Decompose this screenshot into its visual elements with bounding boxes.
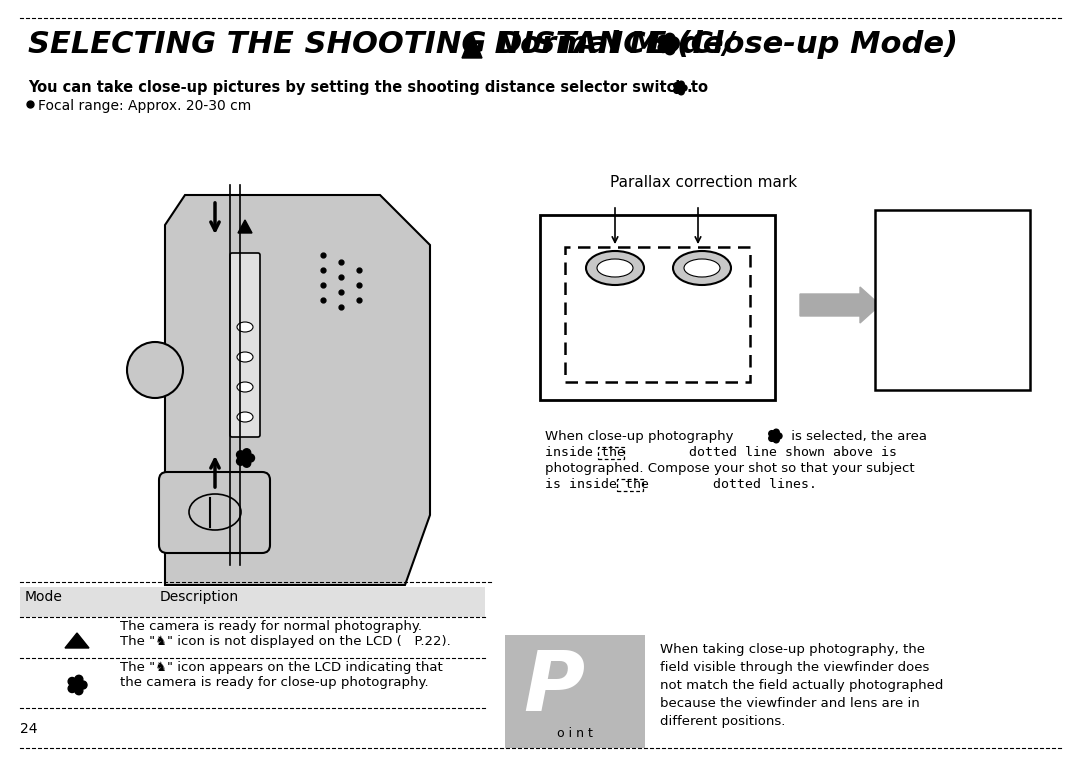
Circle shape: [75, 675, 83, 683]
Text: is inside the        dotted lines.: is inside the dotted lines.: [545, 478, 816, 491]
Ellipse shape: [673, 251, 731, 285]
Ellipse shape: [237, 382, 253, 392]
Text: SELECTING THE SHOOTING DISTANCE (: SELECTING THE SHOOTING DISTANCE (: [28, 30, 691, 59]
Circle shape: [237, 457, 244, 465]
Text: P: P: [523, 647, 584, 728]
Circle shape: [772, 433, 778, 439]
Text: Description: Description: [160, 590, 239, 604]
Circle shape: [243, 459, 251, 467]
Ellipse shape: [237, 412, 253, 422]
Circle shape: [127, 342, 183, 398]
Circle shape: [678, 81, 685, 87]
Ellipse shape: [189, 494, 241, 530]
Text: Focal range: Approx. 20-30 cm: Focal range: Approx. 20-30 cm: [38, 99, 252, 113]
Circle shape: [75, 687, 83, 695]
Text: The "♞" icon appears on the LCD indicating that: The "♞" icon appears on the LCD indicati…: [120, 661, 443, 674]
Text: You can take close-up pictures by setting the shooting distance selector switch : You can take close-up pictures by settin…: [28, 80, 708, 95]
Circle shape: [665, 44, 675, 55]
Circle shape: [663, 39, 673, 49]
Text: Close-up Mode): Close-up Mode): [680, 30, 958, 59]
Circle shape: [669, 39, 679, 49]
FancyBboxPatch shape: [230, 253, 260, 437]
FancyArrow shape: [800, 287, 880, 323]
Circle shape: [665, 34, 675, 44]
Circle shape: [79, 681, 87, 689]
Circle shape: [243, 449, 251, 457]
Text: inside the        dotted line shown above is: inside the dotted line shown above is: [545, 446, 897, 459]
Text: not match the field actually photographed: not match the field actually photographe…: [660, 679, 943, 692]
Text: When taking close-up photography, the: When taking close-up photography, the: [660, 643, 924, 656]
Polygon shape: [238, 220, 252, 233]
Circle shape: [769, 435, 774, 441]
Text: Parallax correction mark: Parallax correction mark: [610, 175, 797, 190]
Text: .: .: [687, 80, 692, 95]
Text: photographed. Compose your shot so that your subject: photographed. Compose your shot so that …: [545, 462, 915, 475]
Polygon shape: [462, 33, 482, 58]
Text: field visible through the viewfinder does: field visible through the viewfinder doe…: [660, 661, 930, 674]
Circle shape: [68, 678, 77, 685]
Circle shape: [68, 685, 77, 692]
Circle shape: [769, 431, 774, 437]
Circle shape: [681, 85, 687, 91]
Text: When close-up photography: When close-up photography: [545, 430, 733, 443]
Circle shape: [773, 437, 780, 443]
Text: The camera is ready for normal photography.: The camera is ready for normal photograp…: [120, 620, 422, 633]
Text: Normal Mode/: Normal Mode/: [484, 30, 734, 59]
Ellipse shape: [597, 259, 633, 277]
Ellipse shape: [237, 322, 253, 332]
Circle shape: [677, 85, 683, 91]
Text: Mode: Mode: [25, 590, 63, 604]
Circle shape: [777, 433, 782, 439]
Text: different positions.: different positions.: [660, 715, 785, 728]
Bar: [540, 215, 775, 400]
Circle shape: [241, 454, 249, 462]
Circle shape: [658, 35, 669, 45]
Circle shape: [678, 89, 685, 95]
Text: because the viewfinder and lens are in: because the viewfinder and lens are in: [660, 697, 920, 710]
Circle shape: [237, 451, 244, 459]
Bar: [505, 635, 645, 748]
FancyBboxPatch shape: [159, 472, 270, 553]
Bar: [875, 210, 1030, 390]
Ellipse shape: [586, 251, 644, 285]
Ellipse shape: [237, 352, 253, 362]
Circle shape: [246, 454, 255, 462]
Bar: [617, 479, 643, 491]
Bar: [565, 247, 750, 382]
Text: is selected, the area: is selected, the area: [787, 430, 927, 443]
Text: 24: 24: [21, 722, 38, 736]
Text: o i n t: o i n t: [557, 727, 593, 740]
Polygon shape: [65, 633, 89, 648]
Circle shape: [773, 429, 780, 435]
Bar: [598, 447, 624, 459]
Text: The "♞" icon is not displayed on the LCD (   P.22).: The "♞" icon is not displayed on the LCD…: [120, 635, 450, 648]
Circle shape: [658, 43, 669, 53]
Circle shape: [674, 83, 679, 89]
Polygon shape: [165, 195, 430, 585]
Text: the camera is ready for close-up photography.: the camera is ready for close-up photogr…: [120, 676, 429, 689]
Ellipse shape: [684, 259, 720, 277]
Circle shape: [674, 87, 679, 93]
Circle shape: [73, 681, 81, 689]
Bar: [21, 587, 485, 617]
